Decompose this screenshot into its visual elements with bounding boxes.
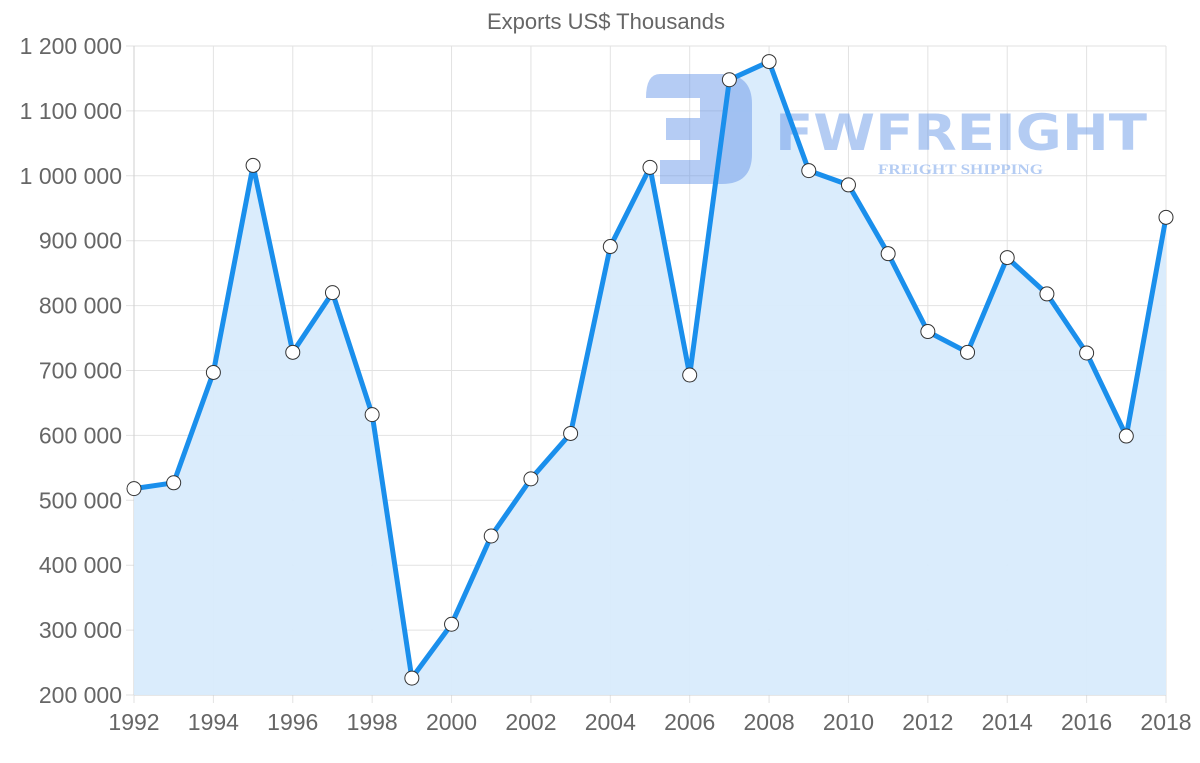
y-tick-label: 200 000: [39, 682, 122, 708]
data-point[interactable]: [483, 528, 499, 544]
data-point[interactable]: [444, 616, 460, 632]
watermark-tagline-text: FREIGHT SHIPPING: [878, 162, 1043, 178]
data-point[interactable]: [840, 177, 856, 193]
x-tick-label: 1998: [347, 709, 398, 735]
area-fill: [134, 61, 1166, 696]
y-tick-label: 1 200 000: [20, 33, 122, 59]
data-point[interactable]: [602, 239, 618, 255]
y-tick-label: 500 000: [39, 487, 122, 513]
data-point[interactable]: [960, 344, 976, 360]
y-tick-label: 300 000: [39, 617, 122, 643]
logo-icon: [646, 74, 752, 184]
data-point[interactable]: [1079, 345, 1095, 361]
x-tick-label: 2018: [1140, 709, 1191, 735]
x-tick-label: 2004: [585, 709, 636, 735]
x-tick-label: 1996: [267, 709, 318, 735]
y-tick-label: 800 000: [39, 293, 122, 319]
x-tick-label: 2012: [902, 709, 953, 735]
data-point[interactable]: [642, 159, 658, 175]
x-tick-label: 2000: [426, 709, 477, 735]
data-point[interactable]: [1158, 209, 1174, 225]
data-point[interactable]: [205, 364, 221, 380]
x-tick-label: 2014: [982, 709, 1033, 735]
x-tick-label: 1992: [108, 709, 159, 735]
data-point[interactable]: [245, 157, 261, 173]
data-point[interactable]: [682, 367, 698, 383]
data-point[interactable]: [801, 163, 817, 179]
data-point[interactable]: [880, 246, 896, 262]
x-tick-label: 2002: [505, 709, 556, 735]
watermark-brand-text: FWFREIGHT: [775, 104, 1147, 162]
y-tick-label: 900 000: [39, 228, 122, 254]
y-tick-label: 700 000: [39, 358, 122, 384]
data-point[interactable]: [920, 324, 936, 340]
data-point[interactable]: [563, 425, 579, 441]
data-point[interactable]: [999, 250, 1015, 266]
data-point[interactable]: [1118, 428, 1134, 444]
data-point[interactable]: [126, 481, 142, 497]
data-point[interactable]: [1039, 286, 1055, 302]
data-point[interactable]: [523, 471, 539, 487]
x-tick-label: 2016: [1061, 709, 1112, 735]
y-tick-label: 1 100 000: [20, 98, 122, 124]
y-tick-label: 400 000: [39, 552, 122, 578]
data-point[interactable]: [324, 285, 340, 301]
y-tick-label: 600 000: [39, 422, 122, 448]
data-point[interactable]: [404, 670, 420, 686]
x-tick-label: 1994: [188, 709, 239, 735]
data-point-markers: [126, 54, 1174, 686]
data-point[interactable]: [721, 72, 737, 88]
x-tick-label: 2008: [743, 709, 794, 735]
data-point[interactable]: [761, 54, 777, 70]
y-tick-label: 1 000 000: [20, 163, 122, 189]
chart-title: Exports US$ Thousands: [487, 9, 725, 34]
data-point[interactable]: [285, 344, 301, 360]
x-tick-label: 2010: [823, 709, 874, 735]
data-point[interactable]: [166, 475, 182, 491]
x-axis: 1992 1994 1996 1998 2000 2002 2004 2006 2008 2010…: [108, 709, 1191, 735]
x-tick-label: 2006: [664, 709, 715, 735]
data-point[interactable]: [364, 407, 380, 423]
y-axis: 200 000 300 000 400 000 500 000 600 000 700 0…: [20, 33, 122, 708]
